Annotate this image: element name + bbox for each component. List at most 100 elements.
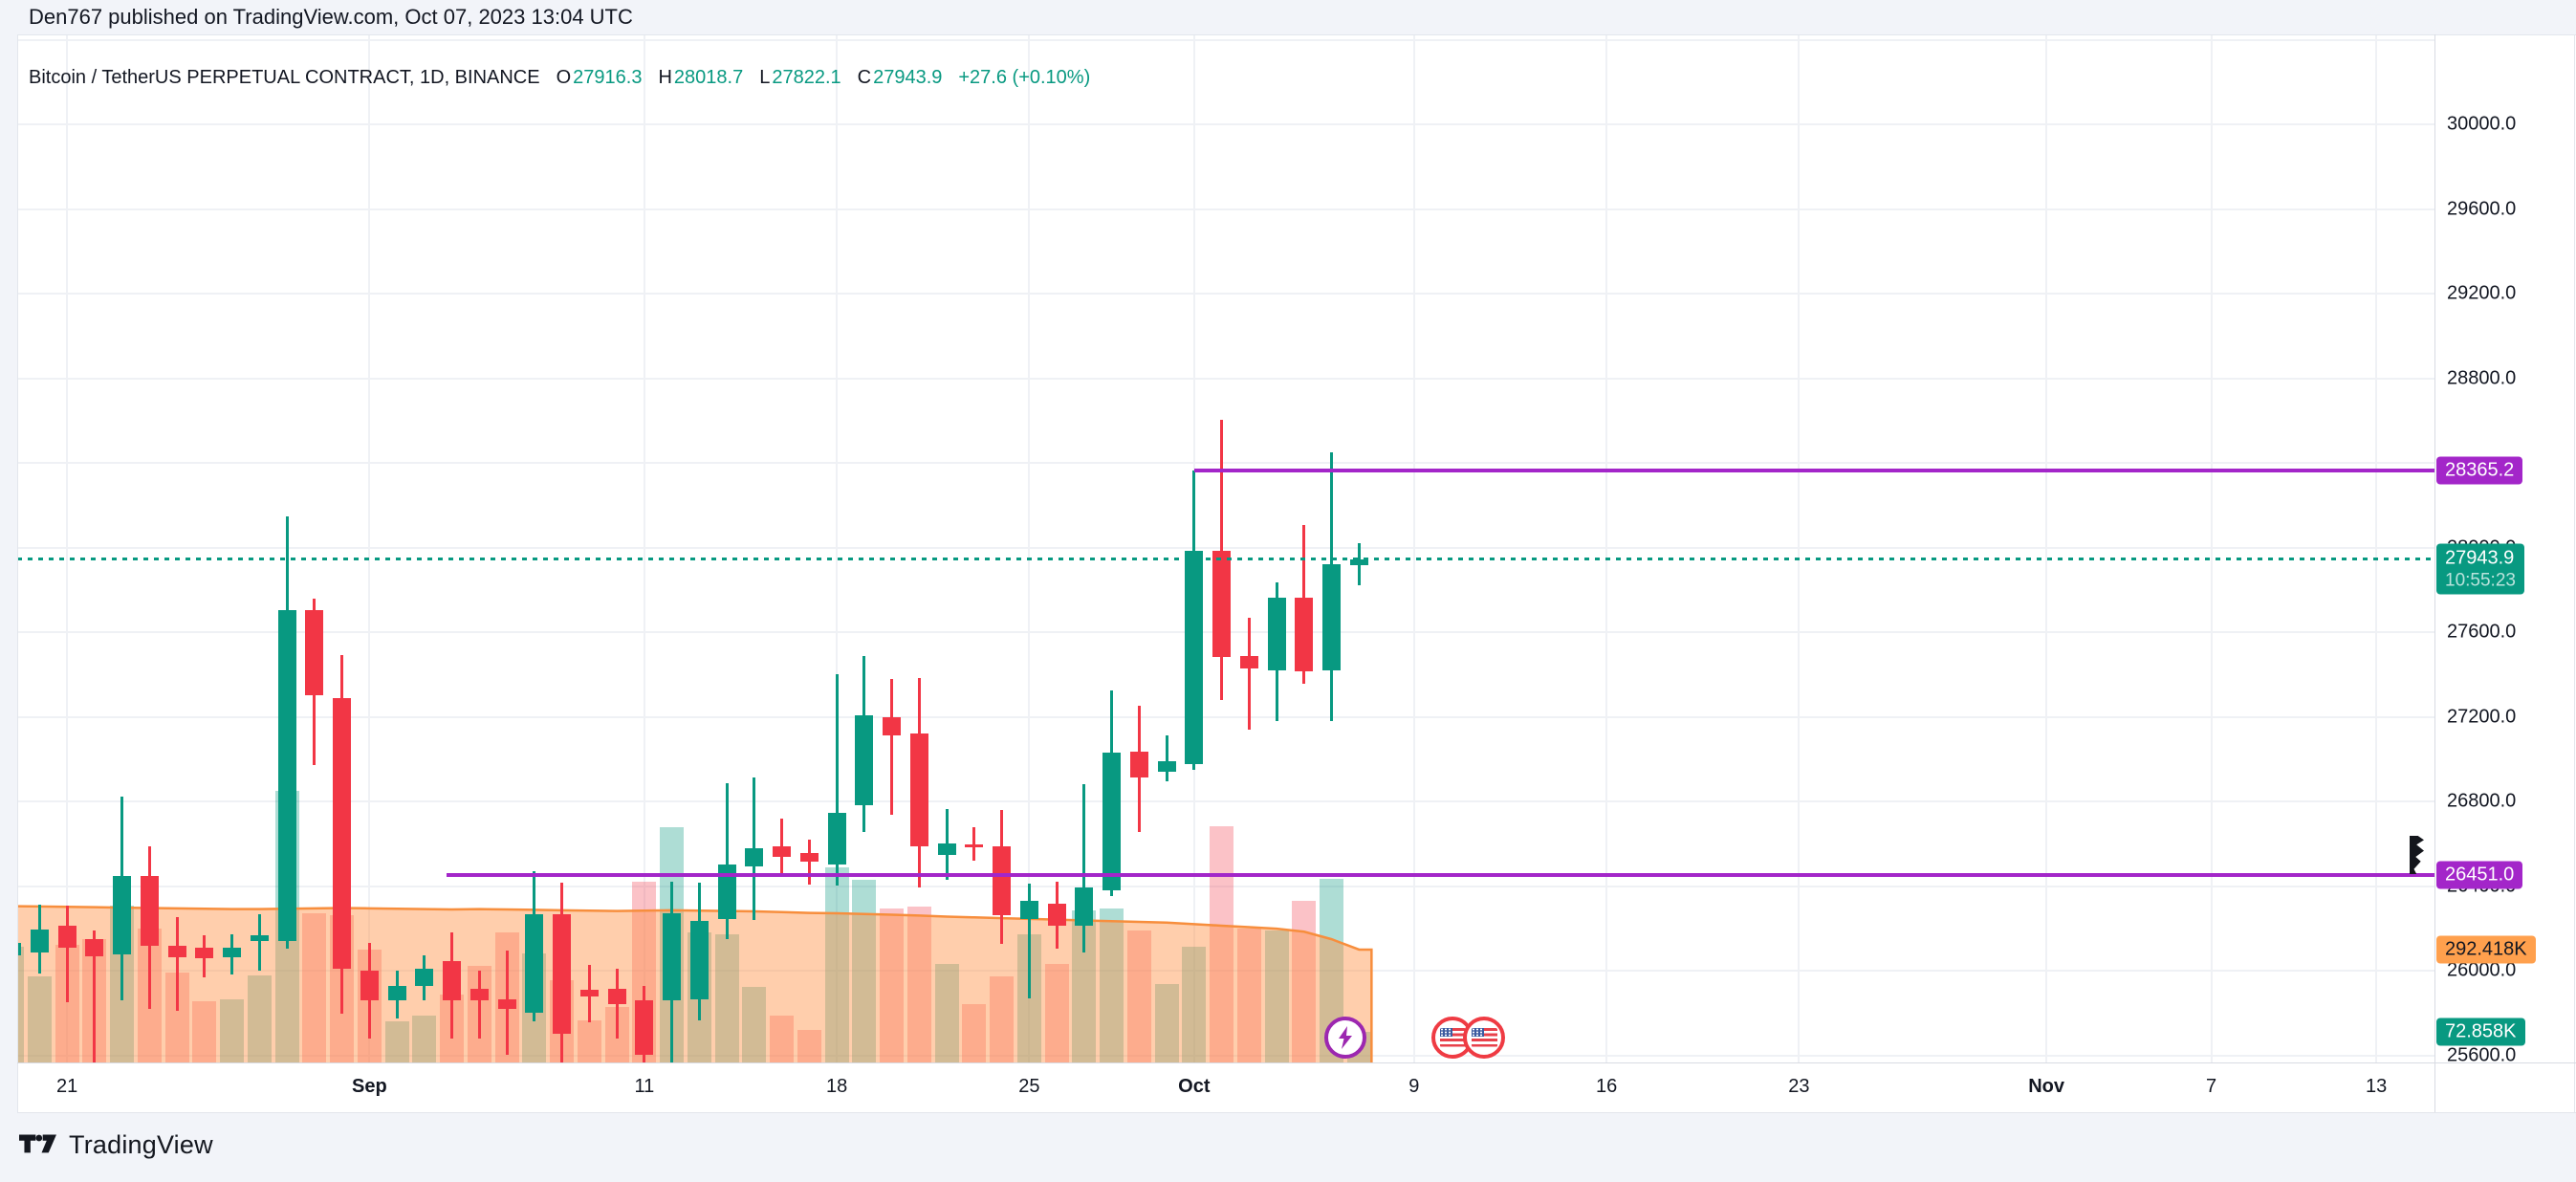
horizontal-level-line[interactable] [446, 873, 2434, 878]
candle-body [167, 945, 186, 958]
candle-body [965, 844, 984, 847]
price-scale[interactable]: 30000.029600.029200.028800.028000.027600… [2434, 34, 2576, 1112]
price-tick-label: 26000.0 [2447, 959, 2517, 981]
volume-bar [1126, 930, 1151, 1062]
candle-body [579, 989, 599, 996]
candle-body [937, 843, 956, 855]
price-gridline [17, 715, 2434, 718]
candle-body [223, 947, 242, 958]
price-tick-label: 29600.0 [2447, 198, 2517, 219]
candle-body [1295, 597, 1314, 672]
volume-bar [714, 933, 739, 1062]
volume-bar [1044, 964, 1069, 1062]
volume-value-label: 72.858K [2436, 1018, 2525, 1046]
time-tick-label: 16 [1595, 1076, 1618, 1097]
volume-bar [220, 999, 245, 1062]
volume-bar [1264, 930, 1289, 1062]
price-tick-label: 29200.0 [2447, 282, 2517, 304]
last-price-value: 27943.9 [2445, 547, 2515, 569]
price-gridline [17, 38, 2434, 41]
candle-wick [65, 906, 69, 1002]
volume-bar [1154, 984, 1179, 1062]
price-gridline [17, 377, 2434, 380]
candle-wick [835, 673, 839, 886]
candle-wick [807, 840, 811, 885]
candle-body [909, 733, 928, 846]
chart-panel-background [17, 34, 2576, 1112]
volume-ma-area [17, 905, 1373, 1062]
time-tick-label: 7 [2206, 1076, 2217, 1097]
candle-body [1239, 656, 1258, 669]
volume-bar [934, 964, 959, 1062]
candle-wick [780, 818, 784, 875]
candle-body [497, 998, 516, 1010]
candle-wick [257, 914, 261, 971]
candle-body [689, 921, 709, 999]
publish-marker[interactable] [1323, 1017, 1366, 1059]
candle-body [250, 935, 269, 942]
candle-body [57, 926, 76, 948]
price-gridline [17, 123, 2434, 125]
horizontal-level-line[interactable] [1193, 468, 2434, 472]
time-scale[interactable]: 21 Sep 11 18 25 Oct 9 16 23 Nov 7 13 [17, 1062, 2434, 1112]
economic-event-marker[interactable] [1463, 1017, 1506, 1059]
frame-bottom [17, 1112, 2576, 1113]
candle-body [1047, 903, 1066, 926]
candle-body [113, 876, 132, 954]
candle-body [1102, 752, 1122, 890]
price-tick-label: 27600.0 [2447, 621, 2517, 643]
volume-bar [906, 906, 931, 1062]
time-gridline [368, 34, 371, 1062]
candle-body [1322, 564, 1342, 670]
time-gridline [1605, 34, 1608, 1062]
volume-bar [852, 879, 877, 1062]
candle-body [30, 929, 49, 952]
time-tick-label: 13 [2365, 1076, 2388, 1097]
us-flag-icon [1471, 1028, 1497, 1047]
candle-wick [725, 782, 729, 940]
time-gridline [836, 34, 839, 1062]
symbol-title[interactable]: Bitcoin / TetherUS PERPETUAL CONTRACT, 1… [29, 67, 540, 88]
candle-wick [1082, 783, 1086, 952]
candle-body [277, 610, 296, 941]
price-pane[interactable] [17, 34, 2434, 1062]
price-gridline [17, 970, 2434, 972]
time-scale-separator [17, 1062, 2576, 1063]
price-tick-label: 30000.0 [2447, 113, 2517, 135]
candle-body [443, 960, 462, 1001]
lightning-icon [1338, 1026, 1352, 1049]
candle-body [469, 989, 489, 1001]
candle-body [773, 846, 792, 857]
candle-body [1349, 558, 1368, 565]
price-gridline [17, 462, 2434, 464]
candle-body [883, 716, 902, 735]
volume-ma-label: 292.418K [2436, 935, 2536, 964]
volume-bar [17, 946, 25, 1062]
candle-body [195, 947, 214, 958]
candle-body [827, 813, 846, 865]
support-price-label: 26451.0 [2436, 861, 2523, 889]
time-tick-label: 18 [825, 1076, 848, 1097]
price-tick-label: 28800.0 [2447, 367, 2517, 388]
price-tick-label: 26800.0 [2447, 790, 2517, 812]
tradingview-logo[interactable]: TradingView [19, 1130, 213, 1160]
time-gridline [1028, 34, 1031, 1062]
frame-top [17, 34, 2576, 35]
time-gridline [1412, 34, 1415, 1062]
volume-bar [577, 1019, 601, 1062]
ohlc-high: H 28018.7 [658, 67, 744, 88]
price-gridline [17, 293, 2434, 295]
candle-body [333, 697, 352, 970]
time-gridline [2375, 34, 2378, 1062]
candle-body [553, 914, 572, 1035]
candle-wick [1165, 735, 1168, 782]
candle-body [717, 865, 736, 920]
candle-body [799, 852, 819, 862]
volume-bar [990, 976, 1015, 1062]
candle-wick [1247, 617, 1251, 730]
volume-bar [384, 1021, 409, 1062]
candle-body [1157, 761, 1176, 772]
volume-bar [1182, 946, 1207, 1062]
tradingview-logo-icon [19, 1133, 56, 1152]
